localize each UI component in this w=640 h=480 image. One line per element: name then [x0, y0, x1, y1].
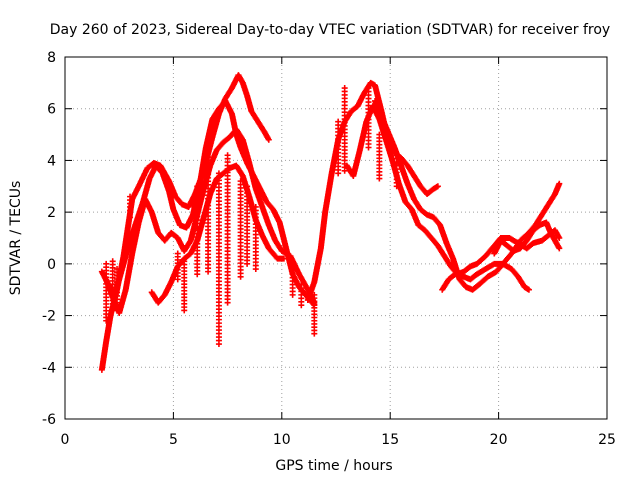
x-tick-label: 5	[169, 432, 178, 448]
data-points	[98, 72, 563, 373]
spike-mark	[237, 178, 244, 280]
x-axis-label: GPS time / hours	[275, 458, 392, 474]
spike-mark	[224, 152, 231, 306]
y-tick-label: 8	[47, 50, 56, 66]
spike-mark	[341, 85, 348, 174]
series-track-1	[98, 72, 272, 373]
x-tick-label: 20	[490, 432, 508, 448]
x-tick-labels: 0 5 10 15 20 25	[61, 432, 616, 448]
spike-mark	[298, 281, 305, 309]
spike-mark	[114, 266, 121, 306]
y-axis-label: SDTVAR / TECUs	[8, 181, 24, 296]
x-tick-label: 10	[273, 432, 291, 448]
spike-mark	[127, 193, 134, 221]
y-tick-label: -4	[42, 360, 56, 376]
y-tick-label: 4	[47, 153, 56, 169]
y-tick-label: -2	[42, 309, 56, 325]
x-tick-label: 0	[61, 432, 70, 448]
spike-mark	[393, 152, 400, 190]
spike-mark	[311, 291, 318, 337]
series-track-9	[491, 219, 563, 257]
spike-mark	[335, 118, 342, 177]
spike-mark	[103, 260, 110, 324]
y-tick-label: 2	[47, 205, 56, 221]
x-tick-label: 15	[381, 432, 399, 448]
y-tick-label: 6	[47, 102, 56, 118]
y-tick-labels: -6 -4 -2 0 2 4 6 8	[42, 50, 56, 428]
chart-title: Day 260 of 2023, Sidereal Day-to-day VTE…	[50, 22, 610, 38]
spike-mark	[252, 203, 259, 273]
spike-mark	[289, 271, 296, 298]
series-track-8	[439, 260, 532, 293]
spike-mark	[244, 183, 251, 267]
spike-mark	[205, 147, 212, 275]
spike-mark	[174, 250, 181, 283]
spike-mark	[365, 85, 372, 151]
spike-mark	[376, 131, 383, 182]
spike-mark	[109, 258, 116, 314]
x-tick-label: 25	[598, 432, 616, 448]
spike-mark	[194, 183, 201, 278]
spike-mark	[181, 258, 188, 314]
spike-mark	[215, 170, 222, 348]
y-tick-label: 0	[47, 257, 56, 273]
plot-frame	[64, 56, 608, 420]
y-tick-label: -6	[42, 412, 56, 428]
